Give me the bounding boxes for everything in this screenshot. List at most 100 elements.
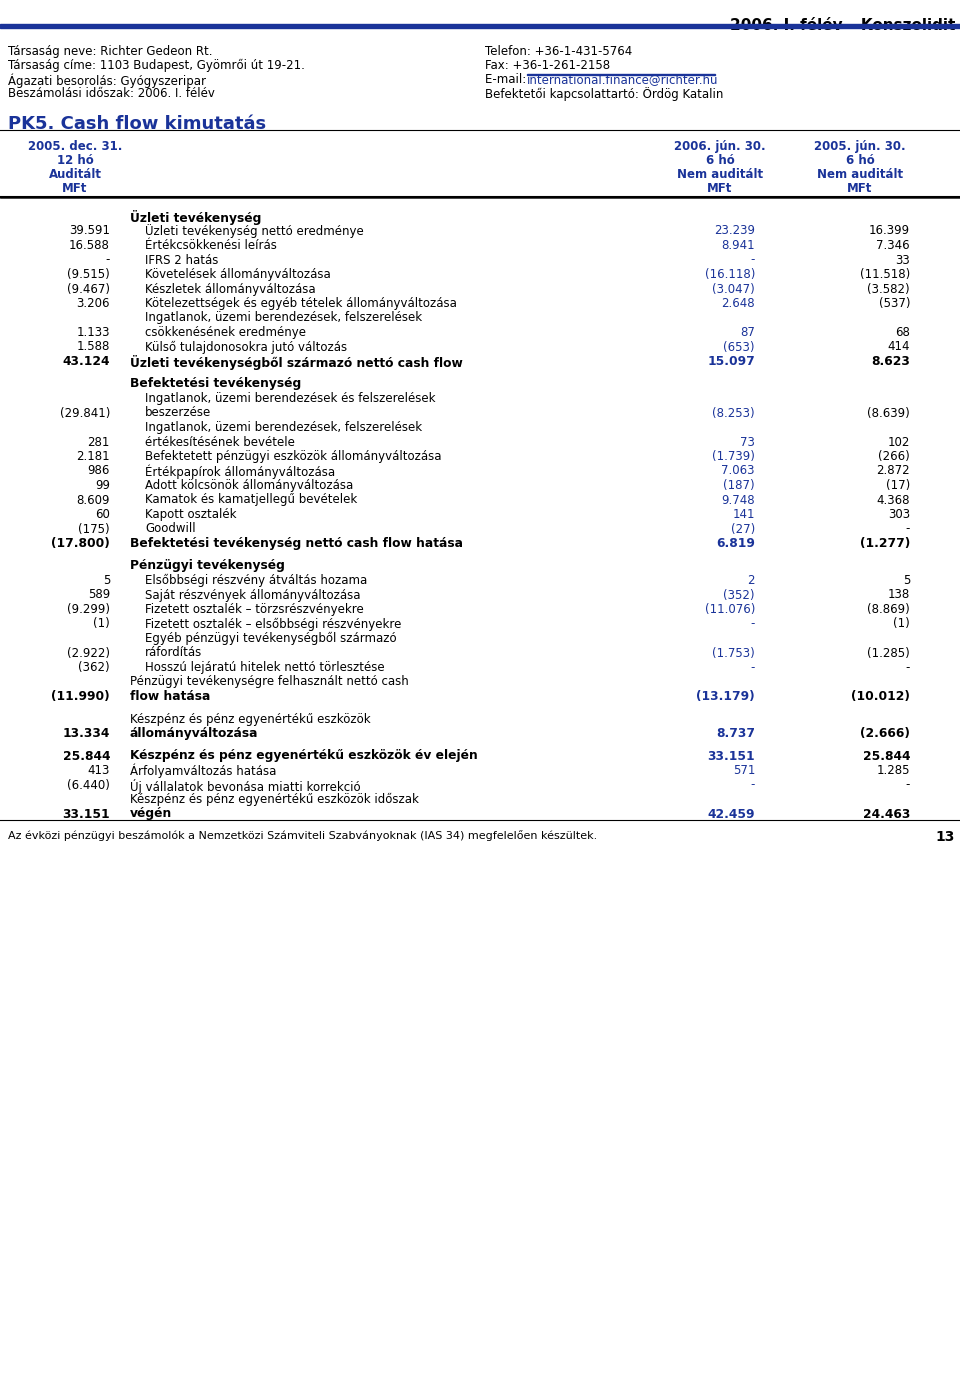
Text: Készletek állományváltozása: Készletek állományváltozása [145,282,316,296]
Text: 7.063: 7.063 [722,465,755,477]
Text: Kötelezettségek és egyéb tételek állományváltozása: Kötelezettségek és egyéb tételek állomán… [145,297,457,310]
Text: (175): (175) [79,522,110,536]
Text: 281: 281 [87,436,110,448]
Text: 25.844: 25.844 [62,750,110,762]
Text: Értékcsökkenési leírás: Értékcsökkenési leírás [145,239,276,253]
Text: -: - [751,660,755,674]
Text: 33: 33 [896,254,910,267]
Text: (362): (362) [79,660,110,674]
Text: 16.588: 16.588 [69,239,110,253]
Text: 1.285: 1.285 [876,764,910,778]
Text: -: - [751,254,755,267]
Text: (8.869): (8.869) [867,603,910,616]
Text: (6.440): (6.440) [67,779,110,792]
Text: (187): (187) [724,479,755,491]
Text: 414: 414 [887,341,910,353]
Text: 1.588: 1.588 [77,341,110,353]
Text: 43.124: 43.124 [62,355,110,369]
Text: Kapott osztalék: Kapott osztalék [145,508,236,521]
Text: -: - [905,522,910,536]
Text: Külső tulajdonosokra jutó változás: Külső tulajdonosokra jutó változás [145,341,348,353]
Text: Goodwill: Goodwill [145,522,196,536]
Text: 2005. jún. 30.: 2005. jún. 30. [814,140,906,154]
Text: (1): (1) [893,617,910,631]
Text: 1.133: 1.133 [77,327,110,339]
Text: 33.151: 33.151 [708,750,755,762]
Text: 141: 141 [732,508,755,521]
Text: international.finance@richter.hu: international.finance@richter.hu [527,73,718,87]
Text: Auditált: Auditált [49,168,102,181]
Text: IFRS 2 hatás: IFRS 2 hatás [145,254,218,267]
Text: Ingatlanok, üzemi berendezések és felszerelések: Ingatlanok, üzemi berendezések és felsze… [145,392,436,405]
Text: (8.639): (8.639) [867,406,910,420]
Text: (16.118): (16.118) [705,268,755,281]
Text: Telefon: +36-1-431-5764: Telefon: +36-1-431-5764 [485,45,633,59]
Text: (3.582): (3.582) [868,282,910,296]
Text: Befektetői kapcsolattartó: Ördög Katalin: Befektetői kapcsolattartó: Ördög Katalin [485,87,724,101]
Text: 986: 986 [87,465,110,477]
Text: Saját részvények állományváltozása: Saját részvények állományváltozása [145,589,361,602]
Text: (266): (266) [878,450,910,463]
Text: 33.151: 33.151 [62,807,110,821]
Text: 2.181: 2.181 [77,450,110,463]
Bar [0,24,960,28]
Text: Társaság címe: 1103 Budapest, Gyömrői út 19-21.: Társaság címe: 1103 Budapest, Gyömrői út… [8,59,305,73]
Text: flow hatása: flow hatása [130,690,210,704]
Text: Fizetett osztalék – elsőbbségi részvényekre: Fizetett osztalék – elsőbbségi részvénye… [145,617,401,631]
Text: -: - [751,617,755,631]
Text: 42.459: 42.459 [708,807,755,821]
Text: PK5. Cash flow kimutatás: PK5. Cash flow kimutatás [8,114,266,133]
Text: (653): (653) [724,341,755,353]
Text: (11.990): (11.990) [52,690,110,704]
Text: (17): (17) [886,479,910,491]
Text: 15.097: 15.097 [708,355,755,369]
Text: 2006. jún. 30.: 2006. jún. 30. [674,140,766,154]
Text: 6.819: 6.819 [716,537,755,550]
Text: 2006. I. félév – Konszolidit: 2006. I. félév – Konszolidit [730,18,955,34]
Text: Nem auditált: Nem auditált [677,168,763,181]
Text: (9.467): (9.467) [67,282,110,296]
Text: 23.239: 23.239 [714,225,755,237]
Text: Hosszú lejáratú hitelek nettó törlesztése: Hosszú lejáratú hitelek nettó törlesztés… [145,660,385,674]
Text: Ágazati besorolás: Gyógyszeripar: Ágazati besorolás: Gyógyszeripar [8,73,206,88]
Text: 99: 99 [95,479,110,491]
Text: értékesítésének bevétele: értékesítésének bevétele [145,436,295,448]
Text: MFt: MFt [708,181,732,195]
Text: (1.285): (1.285) [867,646,910,659]
Text: 4.368: 4.368 [876,494,910,507]
Text: (9.299): (9.299) [67,603,110,616]
Text: Ingatlanok, üzemi berendezések, felszerelések: Ingatlanok, üzemi berendezések, felszere… [145,422,422,434]
Text: (27): (27) [731,522,755,536]
Text: Elsőbbségi részvény átváltás hozama: Elsőbbségi részvény átváltás hozama [145,574,368,588]
Text: (10.012): (10.012) [852,690,910,704]
Text: Fax: +36-1-261-2158: Fax: +36-1-261-2158 [485,59,611,73]
Text: (11.076): (11.076) [705,603,755,616]
Text: 6 hó: 6 hó [706,154,734,168]
Text: 303: 303 [888,508,910,521]
Text: 8.941: 8.941 [721,239,755,253]
Text: (537): (537) [878,297,910,310]
Text: (2.666): (2.666) [860,727,910,740]
Text: 73: 73 [740,436,755,448]
Text: Üzleti tevékenység nettó eredménye: Üzleti tevékenység nettó eredménye [145,225,364,239]
Text: Üzleti tevékenység: Üzleti tevékenység [130,209,261,225]
Text: (11.518): (11.518) [860,268,910,281]
Text: 16.399: 16.399 [869,225,910,237]
Text: Készpénz és pénz egyenértékű eszközök: Készpénz és pénz egyenértékű eszközök [130,712,371,726]
Text: Befektetési tevékenység: Befektetési tevékenység [130,377,301,391]
Text: 24.463: 24.463 [863,807,910,821]
Text: 25.844: 25.844 [862,750,910,762]
Text: 12 hó: 12 hó [57,154,93,168]
Text: (1.739): (1.739) [712,450,755,463]
Text: (1.753): (1.753) [712,646,755,659]
Text: 2.648: 2.648 [721,297,755,310]
Text: E-mail:: E-mail: [485,73,530,87]
Text: Beszámolási időszak: 2006. I. félév: Beszámolási időszak: 2006. I. félév [8,87,215,101]
Text: (352): (352) [724,589,755,602]
Text: (3.047): (3.047) [712,282,755,296]
Text: Befektetett pénzügyi eszközök állományváltozása: Befektetett pénzügyi eszközök állományvá… [145,450,442,463]
Text: -: - [905,660,910,674]
Text: Adott kölcsönök állományváltozása: Adott kölcsönök állományváltozása [145,479,353,491]
Text: 2005. dec. 31.: 2005. dec. 31. [28,140,122,154]
Text: 8.737: 8.737 [716,727,755,740]
